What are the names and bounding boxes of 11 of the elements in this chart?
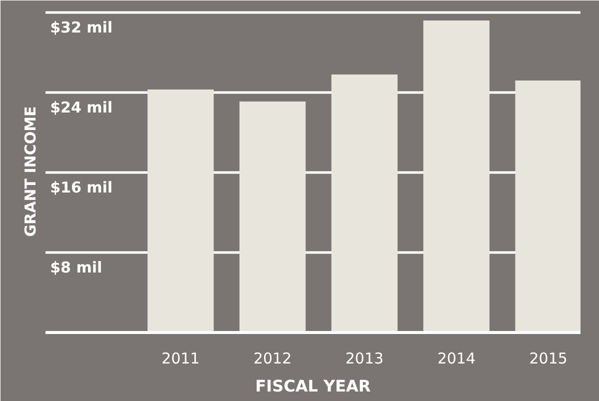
y-axis-title: GRANT INCOME [22, 106, 40, 237]
x-axis-title: FISCAL YEAR [255, 376, 371, 396]
x-tick-label: 2013 [345, 350, 384, 368]
y-tick-label: $32 mil [50, 18, 113, 36]
y-tick-label: $8 mil [50, 258, 102, 276]
y-tick-label: $16 mil [50, 178, 113, 196]
x-tick-label: 2014 [437, 350, 476, 368]
x-tick-label: 2012 [253, 350, 292, 368]
x-tick-label: 2015 [529, 350, 568, 368]
x-tick-label: 2011 [162, 350, 200, 368]
y-tick-label: $24 mil [50, 98, 113, 116]
